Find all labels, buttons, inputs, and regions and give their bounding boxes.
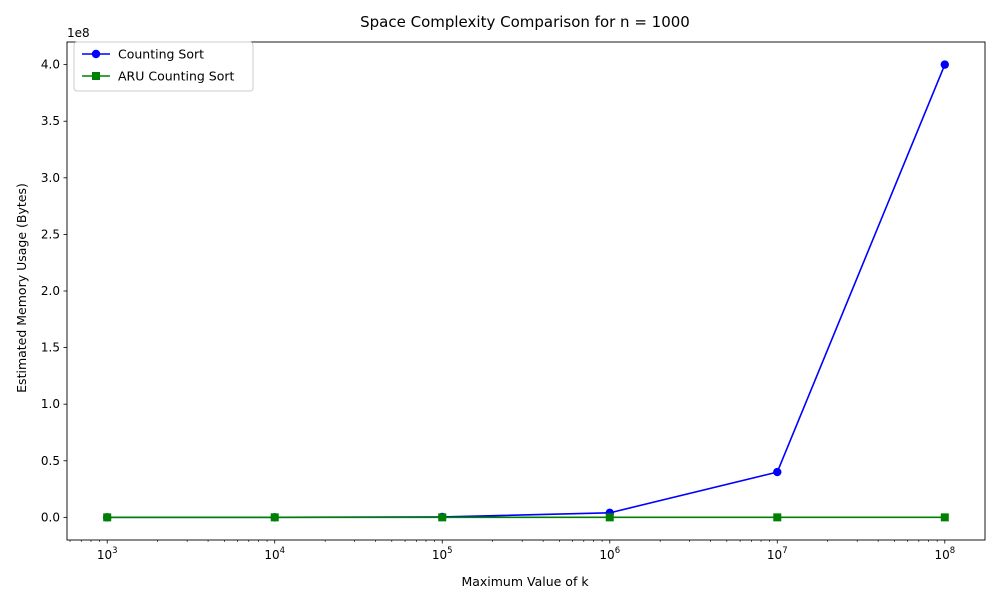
- data-point: [773, 467, 782, 477]
- y-tick-label: 1.5: [41, 341, 60, 355]
- data-point: [605, 513, 614, 522]
- x-tick-label: 103: [97, 546, 118, 562]
- y-tick-label: 2.5: [41, 227, 60, 241]
- data-point: [103, 513, 112, 522]
- legend-marker: [91, 49, 101, 59]
- x-tick-label: 105: [432, 546, 453, 562]
- y-tick-label: 0.0: [41, 510, 60, 524]
- y-tick-label: 2.0: [41, 284, 60, 298]
- legend-marker: [92, 72, 100, 80]
- legend: Counting Sort ARU Counting Sort: [73, 41, 254, 92]
- data-point: [773, 513, 782, 522]
- x-tick-label: 107: [767, 546, 788, 562]
- legend-item: Counting Sort: [82, 47, 204, 62]
- y-tick-label: 3.5: [41, 114, 60, 128]
- chart-title: Space Complexity Comparison for n = 1000: [360, 13, 690, 31]
- y-tick-label: 0.5: [41, 454, 60, 468]
- plot-area: 103 104 105 106 107 108 0.0 0.5 1.0 1.5 2.0 2.5 3.0 3…: [41, 26, 986, 562]
- legend-label: ARU Counting Sort: [118, 69, 235, 84]
- legend-box: [73, 41, 254, 92]
- data-point: [940, 513, 949, 522]
- y-offset-text: 1e8: [67, 26, 90, 40]
- legend-label: Counting Sort: [118, 47, 204, 62]
- y-axis-label: Estimated Memory Usage (Bytes): [14, 183, 29, 393]
- data-point: [438, 513, 447, 522]
- legend-item: ARU Counting Sort: [82, 69, 235, 84]
- data-point: [270, 513, 279, 522]
- series-2: [103, 513, 949, 522]
- x-tick-label: 106: [599, 546, 620, 562]
- y-tick-label: 1.0: [41, 397, 60, 411]
- y-tick-label: 3.0: [41, 171, 60, 185]
- data-point: [940, 60, 949, 69]
- axes-frame: [66, 41, 986, 541]
- x-tick-label: 104: [264, 546, 285, 562]
- x-axis-label: Maximum Value of k: [461, 574, 589, 589]
- x-tick-label: 108: [934, 546, 955, 562]
- y-tick-label: 4.0: [41, 58, 60, 72]
